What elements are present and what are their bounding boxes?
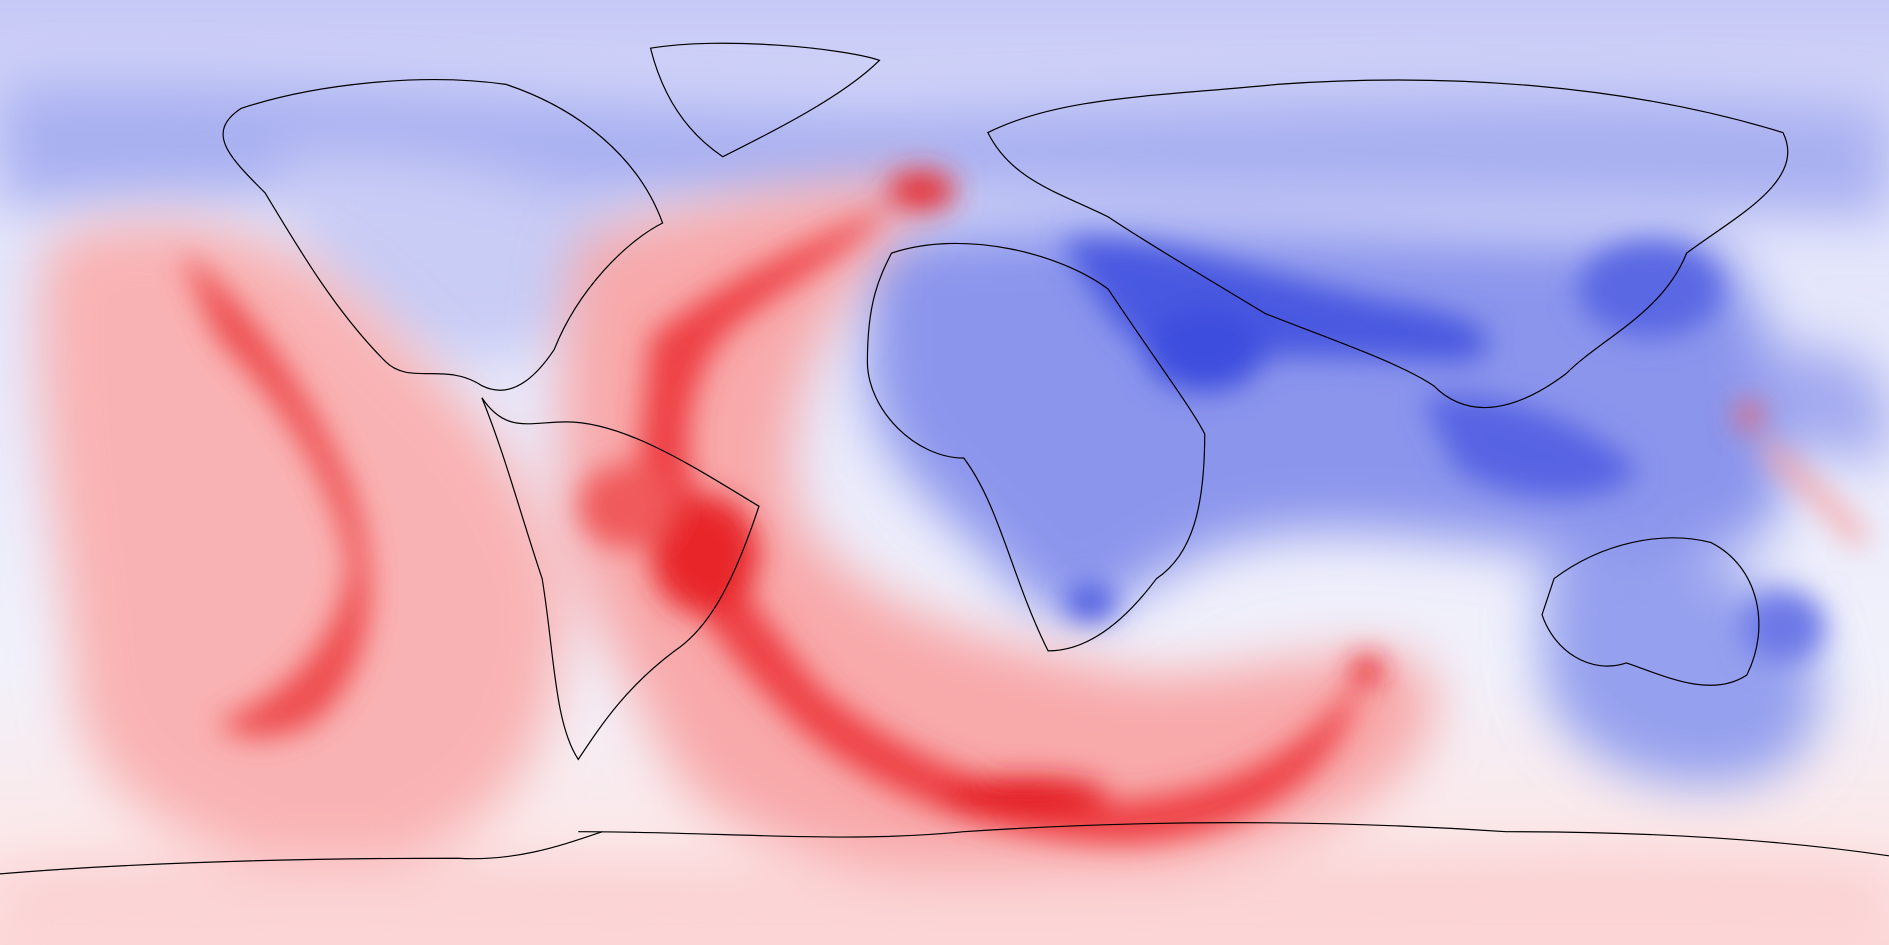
coastlines — [0, 42, 1889, 875]
negative-anomaly-core — [1060, 239, 1826, 663]
negative-anomaly-broad — [0, 82, 1889, 786]
positive-anomaly-core — [180, 171, 1869, 844]
